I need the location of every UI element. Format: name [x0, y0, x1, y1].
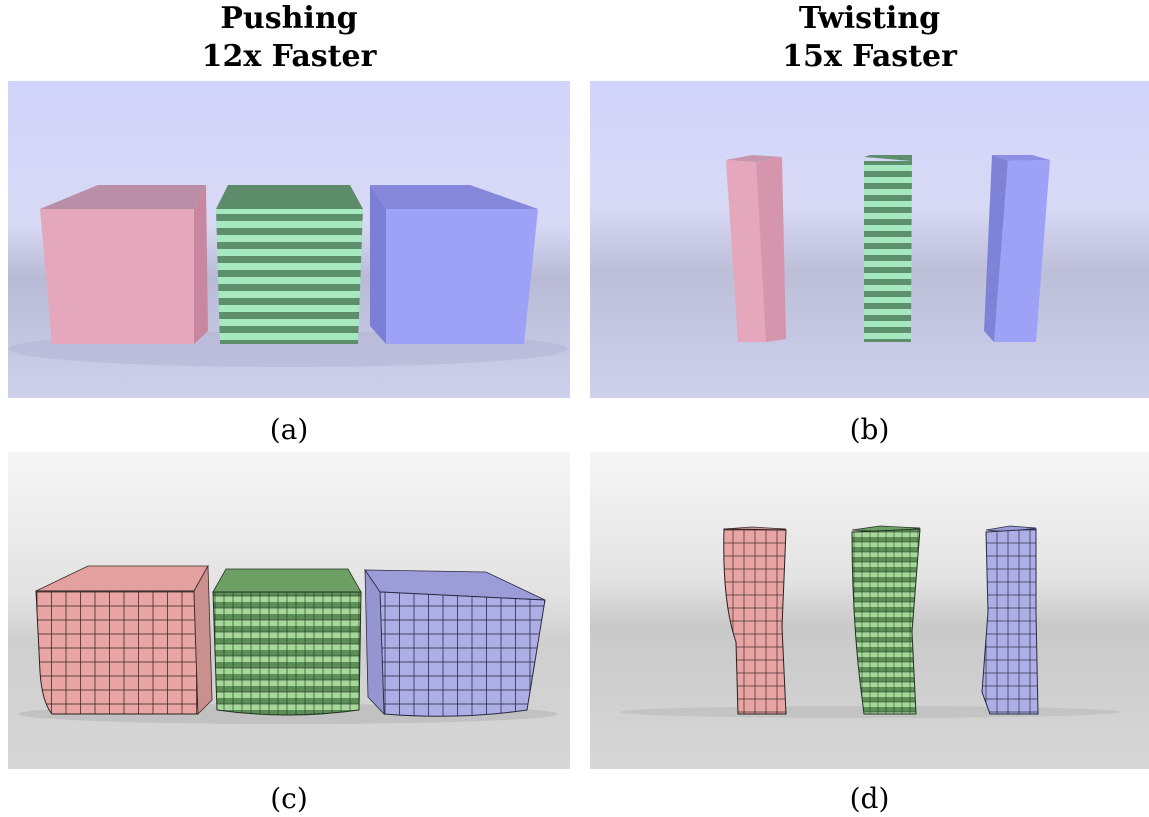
panel-c-image [8, 452, 570, 769]
caption-b: (b) [849, 413, 890, 446]
panel-b-twisting-render [590, 81, 1149, 398]
column-title-twisting: Twisting 15x Faster [590, 0, 1149, 76]
column-title-line1: Pushing [220, 1, 358, 36]
panel-a-image [8, 81, 570, 398]
panel-a-pushing-render [8, 81, 570, 398]
column-title-pushing: Pushing 12x Faster [8, 0, 570, 76]
panel-d-twisting-mesh [590, 452, 1149, 769]
panel-b-image [590, 81, 1149, 398]
panel-c-pushing-mesh [8, 452, 570, 769]
column-title-line1: Twisting [798, 1, 941, 36]
caption-d: (d) [849, 782, 890, 815]
caption-c: (c) [270, 782, 308, 815]
column-title-line2: 12x Faster [201, 39, 377, 74]
column-title-line2: 15x Faster [782, 39, 957, 74]
caption-a: (a) [269, 413, 309, 446]
panel-d-image [590, 452, 1149, 769]
